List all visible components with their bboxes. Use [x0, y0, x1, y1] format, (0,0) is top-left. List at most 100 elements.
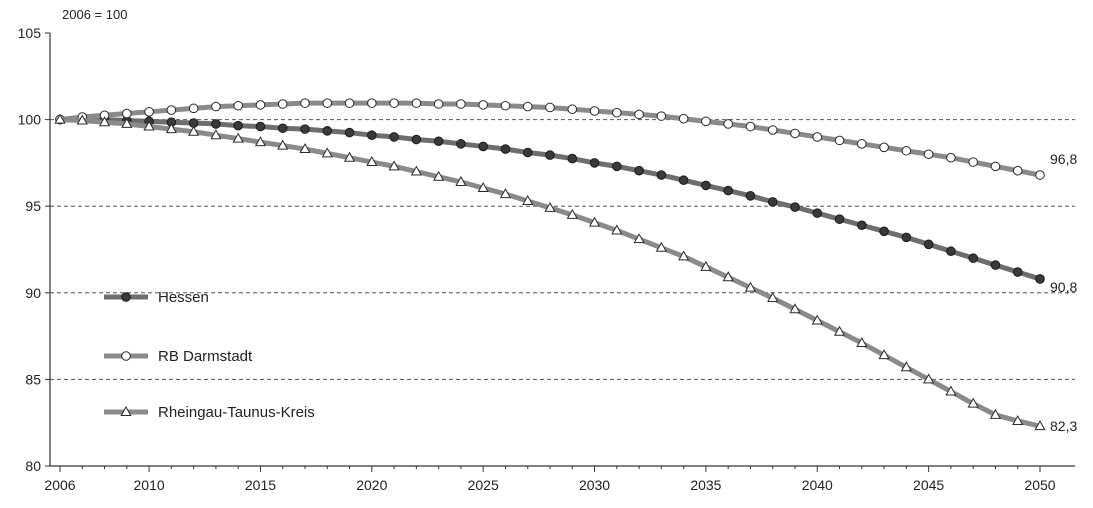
data-point [833, 325, 846, 336]
data-point [322, 126, 333, 136]
data-point [901, 232, 912, 243]
data-point [678, 113, 689, 124]
data-point [544, 201, 556, 212]
data-point [567, 104, 578, 115]
data-point [789, 303, 801, 314]
data-point [946, 152, 956, 163]
data-point [389, 98, 399, 108]
grid-lines [50, 119, 1075, 380]
data-point [567, 153, 578, 164]
data-point [98, 116, 111, 127]
data-point [367, 98, 377, 108]
x-tick-label: 2010 [134, 477, 165, 493]
legend-item: Rheingau-Taunus-Kreis [104, 404, 315, 421]
series-rb-darmstadt [55, 98, 1045, 180]
data-point [455, 175, 467, 186]
data-point [1012, 165, 1023, 176]
data-point [834, 214, 845, 224]
axes [49, 33, 1075, 467]
legend-marker [120, 405, 132, 416]
data-point [165, 123, 177, 134]
legend-marker [121, 351, 131, 361]
data-point [700, 260, 712, 271]
data-point [366, 156, 378, 167]
data-point [745, 191, 756, 201]
y-tick-label: 100 [18, 112, 42, 128]
data-point [612, 107, 622, 118]
data-point [701, 180, 711, 191]
data-point [879, 226, 889, 237]
series-hessen [55, 114, 1045, 284]
data-point [812, 208, 823, 218]
data-point [500, 144, 511, 154]
x-tick-label: 2006 [44, 477, 75, 493]
legend: Hessen RB Darmstadt Rheingau-Taunus-Kreis [104, 289, 315, 421]
data-point [411, 134, 422, 145]
data-point [76, 114, 88, 125]
data-point [499, 188, 512, 199]
tick-labels: 80 85 90 95 100 105 2006 2010 2015 2020 2025 2030 20… [18, 25, 1056, 493]
data-point [477, 181, 489, 193]
legend-label: Rheingau-Taunus-Kreis [158, 404, 315, 421]
data-point [656, 170, 667, 180]
data-point [344, 127, 355, 138]
legend-label: RB Darmstadt [158, 348, 253, 365]
data-point [255, 100, 266, 110]
series-rheingau-taunus-kreis [54, 113, 1046, 431]
data-point [233, 120, 243, 131]
data-point [522, 101, 533, 112]
x-tick-label: 2050 [1024, 477, 1055, 493]
data-point [655, 241, 667, 252]
data-point [522, 194, 534, 206]
data-point [254, 136, 267, 147]
x-tick-label: 2030 [579, 477, 610, 493]
data-point [343, 151, 356, 162]
series-line [59, 117, 1041, 429]
data-point [211, 119, 221, 129]
series-group [54, 98, 1046, 431]
data-point [232, 132, 244, 143]
data-point [522, 147, 533, 158]
y-tick-label: 85 [25, 371, 41, 387]
data-point [344, 98, 355, 108]
data-point [321, 147, 333, 158]
data-point [633, 233, 645, 244]
data-point [923, 373, 935, 384]
data-point [701, 116, 711, 127]
data-point [433, 99, 444, 109]
data-point [122, 108, 132, 119]
data-point [634, 109, 644, 120]
data-point [879, 142, 889, 153]
data-point [901, 145, 912, 156]
data-point [478, 141, 488, 152]
data-point [767, 291, 779, 302]
data-point [456, 99, 466, 109]
data-point [856, 337, 868, 348]
data-point [989, 408, 1002, 419]
x-tick-label: 2040 [802, 477, 833, 493]
data-point [790, 128, 800, 139]
data-point [857, 220, 867, 231]
data-point [545, 150, 555, 160]
data-point [188, 103, 199, 114]
data-point [745, 121, 756, 132]
end-value-label: 96,8 [1050, 151, 1077, 167]
data-point [790, 202, 800, 212]
data-point [166, 105, 177, 115]
data-point [589, 158, 600, 168]
data-point [900, 361, 912, 372]
data-point [990, 260, 1001, 270]
data-point [300, 98, 310, 108]
series-line [60, 117, 1041, 282]
data-point [456, 139, 466, 149]
data-point [767, 197, 778, 207]
data-point [322, 98, 333, 108]
data-point [1012, 267, 1023, 277]
legend-item: Hessen [104, 289, 209, 306]
data-point [478, 100, 488, 110]
data-point [545, 102, 555, 113]
x-tick-label: 2020 [356, 477, 387, 493]
data-point [634, 165, 644, 176]
data-point [367, 130, 377, 140]
